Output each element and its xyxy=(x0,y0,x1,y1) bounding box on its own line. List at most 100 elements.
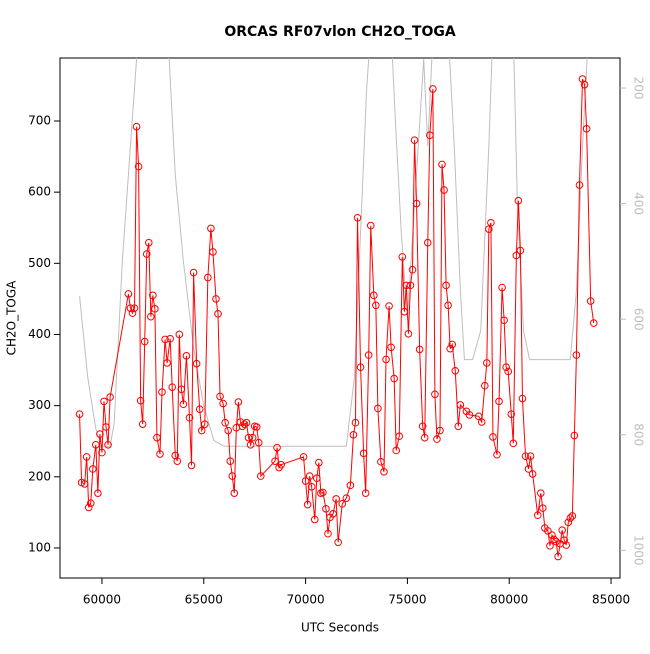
data-point xyxy=(359,449,368,458)
data-point xyxy=(248,433,257,442)
data-point xyxy=(451,366,460,375)
x-tick-label: 80000 xyxy=(490,593,528,607)
data-point xyxy=(346,481,355,490)
data-point xyxy=(415,345,424,354)
data-point xyxy=(307,482,316,491)
data-point xyxy=(568,512,577,520)
data-point xyxy=(572,351,581,359)
data-point xyxy=(315,458,323,467)
data-point xyxy=(94,489,102,497)
data-point xyxy=(168,383,177,391)
x-axis-label: UTC Seconds xyxy=(301,621,379,635)
data-point xyxy=(132,122,141,131)
data-point xyxy=(406,281,415,290)
data-point xyxy=(570,431,579,440)
data-point xyxy=(179,400,188,409)
data-point xyxy=(589,319,598,327)
data-point xyxy=(140,337,149,346)
data-point xyxy=(100,397,108,406)
y-tick-label: 300 xyxy=(28,398,51,412)
data-point xyxy=(209,248,217,256)
data-point xyxy=(493,450,501,459)
data-point xyxy=(130,304,139,312)
data-point xyxy=(489,433,497,441)
data-point xyxy=(465,411,474,419)
data-point xyxy=(395,432,404,441)
data-point xyxy=(539,504,547,512)
data-point xyxy=(500,316,508,325)
data-point xyxy=(200,420,209,428)
data-point xyxy=(509,439,518,448)
data-point xyxy=(442,281,450,290)
data-point xyxy=(423,238,432,247)
data-point xyxy=(480,381,489,390)
data-point xyxy=(192,359,201,368)
chart-title: ORCAS RF07vlon CH2O_TOGA xyxy=(224,24,456,40)
data-point xyxy=(147,312,155,321)
data-point xyxy=(507,410,516,418)
x-tick-label: 85000 xyxy=(592,593,630,607)
data-point xyxy=(230,489,239,497)
y2-tick-label: 600 xyxy=(632,308,646,331)
x-tick-label: 70000 xyxy=(286,593,324,607)
data-point xyxy=(560,536,569,544)
data-point xyxy=(92,440,100,449)
data-point xyxy=(518,394,527,403)
data-point xyxy=(234,398,243,406)
data-point xyxy=(564,518,573,527)
data-point xyxy=(144,238,153,247)
data-point xyxy=(219,399,227,408)
data-point xyxy=(353,213,362,222)
y-tick-label: 600 xyxy=(28,185,51,199)
data-point xyxy=(502,363,510,372)
data-point xyxy=(374,404,382,413)
data-point xyxy=(342,494,351,502)
data-point xyxy=(96,430,104,438)
data-point xyxy=(254,438,263,447)
data-point xyxy=(224,426,233,435)
data-point xyxy=(256,472,265,480)
data-point xyxy=(372,301,380,310)
data-point xyxy=(312,474,321,483)
data-point xyxy=(370,291,378,300)
data-point xyxy=(334,538,342,547)
data-point xyxy=(431,390,439,399)
data-point xyxy=(244,433,253,442)
data-point xyxy=(408,265,417,274)
data-point xyxy=(189,268,198,277)
data-point xyxy=(361,489,370,497)
plot-area xyxy=(75,58,598,561)
y2-tick-label: 800 xyxy=(632,423,646,446)
data-point xyxy=(410,136,419,144)
data-point xyxy=(546,542,554,550)
data-point xyxy=(329,510,337,518)
data-point xyxy=(351,418,360,427)
data-point xyxy=(533,511,542,520)
data-point xyxy=(228,472,237,480)
data-point xyxy=(277,460,285,469)
data-point xyxy=(322,505,330,513)
data-point xyxy=(310,515,319,524)
data-point xyxy=(216,392,224,401)
data-point xyxy=(301,477,310,485)
data-point xyxy=(161,335,169,344)
data-point xyxy=(221,418,229,427)
data-point xyxy=(558,526,566,534)
data-point xyxy=(524,465,533,473)
data-point xyxy=(498,283,506,292)
data-point xyxy=(173,457,182,465)
data-point xyxy=(477,418,486,426)
data-point xyxy=(332,495,340,503)
data-point xyxy=(566,514,575,522)
data-point xyxy=(175,330,184,339)
data-point xyxy=(299,453,308,461)
data-point xyxy=(544,527,552,535)
y2-tick-label: 1000 xyxy=(632,535,646,566)
data-point xyxy=(382,355,390,364)
data-point xyxy=(212,295,220,303)
data-point xyxy=(483,359,491,367)
data-point xyxy=(204,273,212,282)
data-point xyxy=(166,334,174,343)
